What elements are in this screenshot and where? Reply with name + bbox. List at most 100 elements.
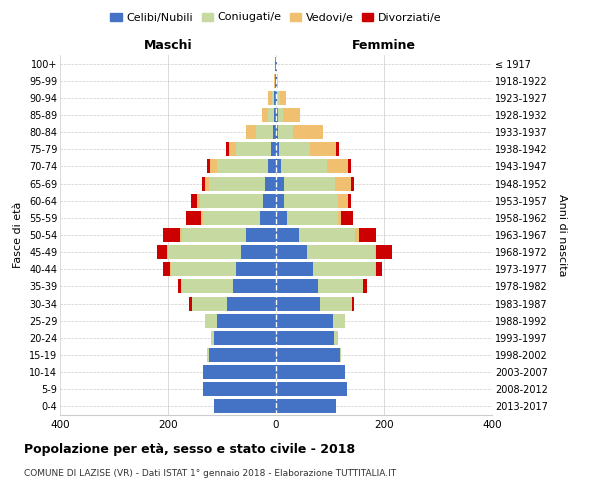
Bar xyxy=(262,108,268,122)
Bar xyxy=(359,228,376,242)
Bar xyxy=(217,160,268,173)
Bar xyxy=(276,176,284,190)
Bar xyxy=(276,331,334,345)
Bar xyxy=(211,331,214,345)
Bar xyxy=(276,280,318,293)
Bar xyxy=(313,262,375,276)
Bar xyxy=(260,211,276,225)
Bar xyxy=(274,125,276,139)
Legend: Celibi/Nubili, Coniugati/e, Vedovi/e, Divorziati/e: Celibi/Nubili, Coniugati/e, Vedovi/e, Di… xyxy=(106,8,446,27)
Bar xyxy=(318,280,363,293)
Bar xyxy=(284,194,338,207)
Bar xyxy=(247,228,276,242)
Bar xyxy=(182,280,233,293)
Bar xyxy=(276,262,313,276)
Bar xyxy=(276,245,307,259)
Bar xyxy=(241,245,276,259)
Bar xyxy=(276,194,284,207)
Bar xyxy=(278,125,293,139)
Bar xyxy=(355,228,359,242)
Bar xyxy=(188,296,192,310)
Bar xyxy=(229,142,235,156)
Bar xyxy=(348,194,351,207)
Bar xyxy=(278,108,283,122)
Bar xyxy=(274,108,276,122)
Bar xyxy=(293,125,323,139)
Bar xyxy=(375,245,376,259)
Bar xyxy=(203,211,260,225)
Bar xyxy=(307,245,375,259)
Bar xyxy=(268,91,272,105)
Bar xyxy=(276,160,281,173)
Bar xyxy=(299,228,355,242)
Bar xyxy=(276,91,277,105)
Bar xyxy=(338,211,341,225)
Bar xyxy=(276,382,347,396)
Bar xyxy=(287,211,338,225)
Bar xyxy=(276,108,278,122)
Bar xyxy=(376,262,382,276)
Bar xyxy=(210,160,217,173)
Bar xyxy=(180,228,182,242)
Bar xyxy=(277,74,278,88)
Bar xyxy=(246,125,256,139)
Bar xyxy=(364,280,367,293)
Bar xyxy=(191,194,197,207)
Bar xyxy=(157,245,167,259)
Bar xyxy=(214,331,276,345)
Bar xyxy=(265,176,276,190)
Bar xyxy=(281,160,328,173)
Bar xyxy=(209,176,265,190)
Bar xyxy=(193,296,227,310)
Bar xyxy=(341,211,353,225)
Bar xyxy=(236,142,271,156)
Bar xyxy=(182,228,247,242)
Bar xyxy=(207,160,210,173)
Bar xyxy=(209,348,276,362)
Bar xyxy=(272,91,274,105)
Bar xyxy=(214,400,276,413)
Bar xyxy=(310,142,336,156)
Bar xyxy=(276,125,278,139)
Bar xyxy=(276,348,340,362)
Bar xyxy=(205,176,209,190)
Y-axis label: Anni di nascita: Anni di nascita xyxy=(557,194,567,276)
Bar xyxy=(203,382,276,396)
Bar xyxy=(335,176,350,190)
Bar xyxy=(202,211,203,225)
Bar xyxy=(187,211,202,225)
Bar xyxy=(375,262,376,276)
Bar xyxy=(348,160,351,173)
Bar xyxy=(203,365,276,379)
Bar xyxy=(278,142,310,156)
Bar xyxy=(276,296,320,310)
Bar xyxy=(276,228,299,242)
Text: Popolazione per età, sesso e stato civile - 2018: Popolazione per età, sesso e stato civil… xyxy=(24,442,355,456)
Bar xyxy=(276,400,337,413)
Bar xyxy=(207,348,209,362)
Bar xyxy=(168,245,241,259)
Bar xyxy=(197,194,200,207)
Bar xyxy=(283,108,300,122)
Bar xyxy=(200,194,263,207)
Bar xyxy=(332,314,344,328)
Bar xyxy=(284,176,335,190)
Bar xyxy=(167,245,168,259)
Bar xyxy=(276,365,345,379)
Bar xyxy=(233,280,276,293)
Bar xyxy=(226,142,229,156)
Bar xyxy=(334,331,338,345)
Bar xyxy=(274,91,276,105)
Bar xyxy=(320,296,352,310)
Bar xyxy=(336,142,339,156)
Text: Femmine: Femmine xyxy=(352,40,416,52)
Bar xyxy=(340,348,341,362)
Bar xyxy=(178,280,181,293)
Bar xyxy=(217,314,276,328)
Bar xyxy=(268,108,274,122)
Bar xyxy=(352,296,354,310)
Bar xyxy=(276,142,278,156)
Bar xyxy=(235,262,276,276)
Text: Maschi: Maschi xyxy=(143,40,193,52)
Text: COMUNE DI LAZISE (VR) - Dati ISTAT 1° gennaio 2018 - Elaborazione TUTTITALIA.IT: COMUNE DI LAZISE (VR) - Dati ISTAT 1° ge… xyxy=(24,469,396,478)
